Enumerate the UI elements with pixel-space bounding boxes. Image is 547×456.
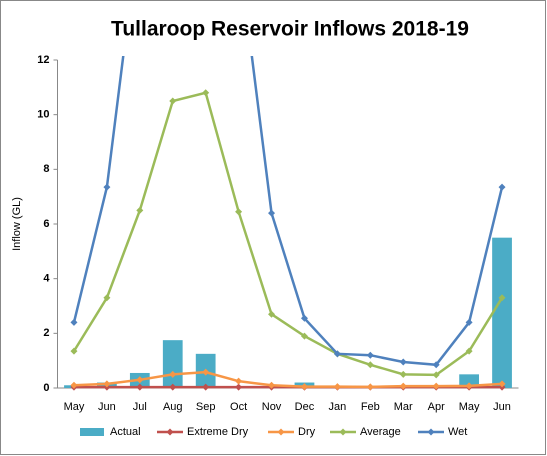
x-tick-label: Dec	[295, 401, 315, 413]
marker	[432, 371, 440, 379]
marker	[498, 183, 506, 191]
x-tick-label: Jun	[98, 401, 116, 413]
legend-swatch	[166, 428, 174, 436]
marker	[169, 97, 177, 105]
marker	[498, 294, 506, 302]
marker	[465, 347, 473, 355]
marker	[300, 314, 308, 322]
marker	[498, 380, 506, 388]
x-tick-label: Mar	[394, 401, 413, 413]
plot-area	[64, 56, 512, 391]
marker	[399, 358, 407, 366]
marker	[235, 377, 243, 385]
marker	[103, 294, 111, 302]
x-tick-label: Aug	[163, 401, 183, 413]
marker	[268, 209, 276, 217]
marker	[366, 351, 374, 359]
marker	[70, 381, 78, 389]
marker	[399, 382, 407, 390]
marker	[136, 376, 144, 384]
marker	[70, 347, 78, 355]
x-tick-label: Jul	[133, 401, 147, 413]
marker	[465, 382, 473, 390]
marker	[300, 332, 308, 340]
y-tick-label: 12	[37, 54, 49, 66]
x-tick-label: Jan	[329, 401, 347, 413]
y-tick-label: 4	[43, 273, 50, 285]
x-tick-label: Nov	[262, 401, 282, 413]
marker	[202, 383, 210, 391]
marker	[202, 89, 210, 97]
bar	[492, 237, 512, 388]
x-tick-label: May	[459, 401, 480, 413]
y-tick-label: 0	[43, 382, 49, 394]
marker	[399, 370, 407, 378]
marker	[136, 383, 144, 391]
y-tick-label: 6	[43, 218, 49, 230]
line	[72, 56, 504, 367]
y-axis-label: Inflow (GL)	[11, 197, 23, 251]
marker	[103, 380, 111, 388]
x-tick-label: Apr	[428, 401, 445, 413]
marker	[366, 361, 374, 369]
y-tick-label: 2	[43, 327, 49, 339]
marker	[333, 350, 341, 358]
legend-label: Extreme Dry	[187, 426, 249, 438]
legend-label: Dry	[298, 426, 316, 438]
legend-swatch	[339, 428, 347, 436]
y-tick-label: 10	[37, 109, 49, 121]
marker	[432, 361, 440, 369]
legend-swatch	[277, 428, 285, 436]
chart-title: Tullaroop Reservoir Inflows 2018-19	[111, 18, 469, 41]
marker	[465, 318, 473, 326]
marker	[333, 383, 341, 391]
marker	[202, 368, 210, 376]
bar	[162, 340, 183, 388]
marker	[235, 208, 243, 216]
line	[72, 91, 504, 377]
marker	[300, 383, 308, 391]
x-tick-label: Oct	[230, 401, 247, 413]
marker	[268, 381, 276, 389]
marker	[136, 206, 144, 214]
legend-label: Actual	[110, 426, 141, 438]
marker	[432, 382, 440, 390]
marker	[169, 370, 177, 378]
legend-swatch	[427, 428, 435, 436]
x-tick-label: Feb	[361, 401, 380, 413]
y-tick-label: 8	[43, 163, 49, 175]
marker	[268, 310, 276, 318]
x-tick-label: Sep	[196, 401, 216, 413]
legend-label: Average	[360, 426, 401, 438]
marker	[70, 318, 78, 326]
legend-swatch	[80, 428, 104, 436]
line	[73, 370, 503, 389]
marker	[103, 183, 111, 191]
marker	[235, 383, 243, 391]
legend-label: Wet	[448, 426, 467, 438]
x-tick-label: Jun	[493, 401, 511, 413]
marker	[366, 383, 374, 391]
x-tick-label: May	[64, 401, 85, 413]
marker	[169, 383, 177, 391]
